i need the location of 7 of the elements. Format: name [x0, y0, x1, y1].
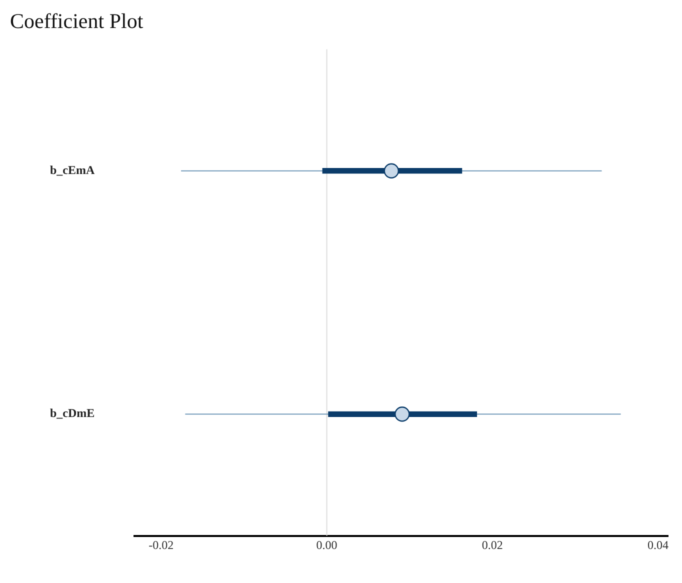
y-tick-label: b_cDmE	[50, 406, 95, 420]
y-tick-label: b_cEmA	[50, 162, 95, 177]
x-tick-label: 0.02	[482, 538, 503, 552]
x-tick-label: 0.04	[648, 538, 669, 552]
x-tick-label: -0.02	[148, 538, 174, 552]
chart-title: Coefficient Plot	[10, 9, 144, 34]
x-tick-label: 0.00	[316, 538, 338, 552]
